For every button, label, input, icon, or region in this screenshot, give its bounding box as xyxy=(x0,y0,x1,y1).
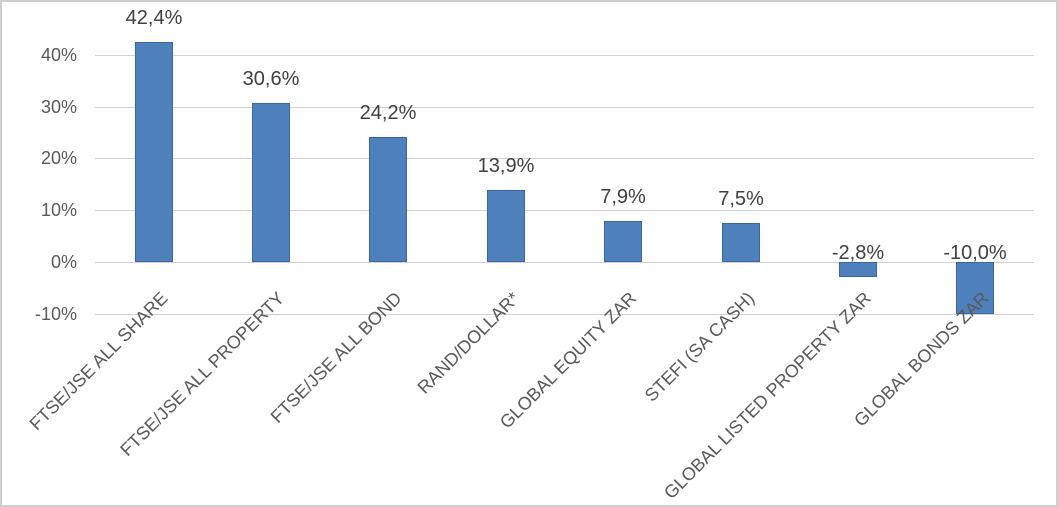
y-gridline xyxy=(95,314,1034,315)
y-gridline xyxy=(95,158,1034,159)
bar-value-label: 42,4% xyxy=(125,7,183,29)
bar-value-label: -10,0% xyxy=(943,242,1007,264)
bar-value-label: 30,6% xyxy=(242,68,300,90)
chart-bar xyxy=(369,137,407,262)
y-axis-tick-label: 20% xyxy=(40,148,77,168)
chart-bar xyxy=(604,221,642,262)
x-axis-category-label: GLOBAL LISTED PROPERTY ZAR xyxy=(660,288,876,503)
bar-value-label: -2,8% xyxy=(831,242,885,264)
chart-bar xyxy=(487,190,525,262)
x-axis-category-label: GLOBAL BONDS ZAR xyxy=(849,288,993,431)
y-gridline xyxy=(95,55,1034,56)
y-gridline xyxy=(95,107,1034,108)
bar-value-label: 24,2% xyxy=(359,102,417,124)
x-axis-category-label: RAND/DOLLAR* xyxy=(413,288,524,398)
bar-value-label: 13,9% xyxy=(477,155,535,177)
y-axis-tick-label: 10% xyxy=(40,200,77,220)
chart-bar xyxy=(252,103,290,262)
bar-value-label: 7,9% xyxy=(600,186,646,208)
y-gridline xyxy=(95,210,1034,211)
chart-bar xyxy=(956,262,994,314)
chart-bar xyxy=(722,223,760,262)
y-axis-tick-label: -10% xyxy=(34,304,77,324)
x-axis-category-label: STEFI (SA CASH) xyxy=(640,288,759,406)
chart-bar xyxy=(839,262,877,277)
y-gridline xyxy=(95,262,1034,263)
y-axis-tick-label: 0% xyxy=(50,252,77,272)
x-axis-category-label: FTSE/JSE ALL BOND xyxy=(266,288,406,427)
bar-value-label: 7,5% xyxy=(718,188,764,210)
y-axis-tick-label: 30% xyxy=(40,97,77,117)
y-axis-tick-label: 40% xyxy=(40,45,77,65)
chart-bar xyxy=(135,42,173,262)
x-axis-category-label: GLOBAL EQUITY ZAR xyxy=(495,288,641,433)
